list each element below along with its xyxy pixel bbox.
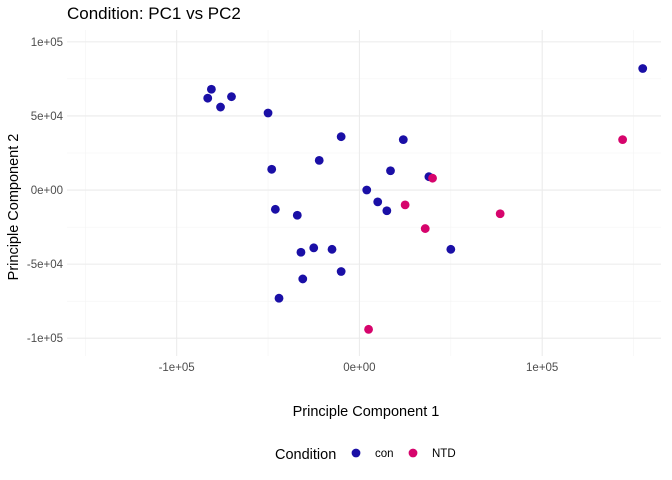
point-con (296, 247, 306, 257)
point-ntd (420, 224, 430, 233)
y-tick-label: -1e+05 (27, 333, 63, 345)
point-ntd (428, 173, 437, 183)
point-con (309, 243, 319, 253)
point-ntd (400, 200, 410, 210)
x-tick-label: 0e+00 (343, 362, 375, 374)
point-con (336, 132, 346, 142)
point-con (292, 210, 302, 220)
legend: Condition con NTD (275, 447, 456, 463)
point-con (267, 164, 277, 174)
point-con (638, 64, 648, 73)
tick-labels: -1e+05 0e+00 1e+05 -1e+05 -5e+04 0e+00 5e+04 1e… (27, 37, 558, 374)
point-con (270, 204, 280, 214)
point-con (373, 197, 383, 207)
point-con (362, 185, 372, 195)
point-con (206, 84, 216, 94)
point-con (227, 92, 236, 102)
point-con (263, 108, 273, 118)
y-tick-label: 5e+04 (31, 111, 64, 123)
y-tick-label: 0e+00 (31, 185, 63, 197)
y-tick-label: 1e+05 (31, 37, 63, 49)
point-con (314, 156, 324, 165)
x-axis-title: Principle Component 1 (293, 404, 440, 420)
x-tick-label: -1e+05 (159, 362, 195, 374)
point-con (274, 293, 284, 303)
point-con (336, 267, 346, 276)
legend-label-ntd: NTD (432, 448, 456, 460)
point-con (446, 244, 456, 254)
point-con (398, 135, 408, 145)
point-ntd (618, 135, 628, 145)
point-con (298, 274, 308, 284)
point-con (327, 244, 337, 254)
x-tick-label: 1e+05 (526, 362, 558, 374)
point-con (216, 102, 225, 112)
point-ntd (364, 324, 373, 334)
legend-key-ntd (408, 448, 418, 458)
point-ntd (495, 209, 505, 219)
legend-title: Condition (275, 447, 336, 463)
point-con (382, 206, 392, 216)
y-axis-title: Principle Component 2 (6, 134, 22, 281)
data-points (203, 64, 648, 334)
point-con (386, 166, 395, 176)
legend-label-con: con (375, 448, 394, 460)
chart-title: Condition: PC1 vs PC2 (67, 4, 241, 23)
point-con (203, 93, 213, 103)
y-tick-label: -5e+04 (27, 259, 64, 271)
legend-key-con (351, 448, 361, 458)
